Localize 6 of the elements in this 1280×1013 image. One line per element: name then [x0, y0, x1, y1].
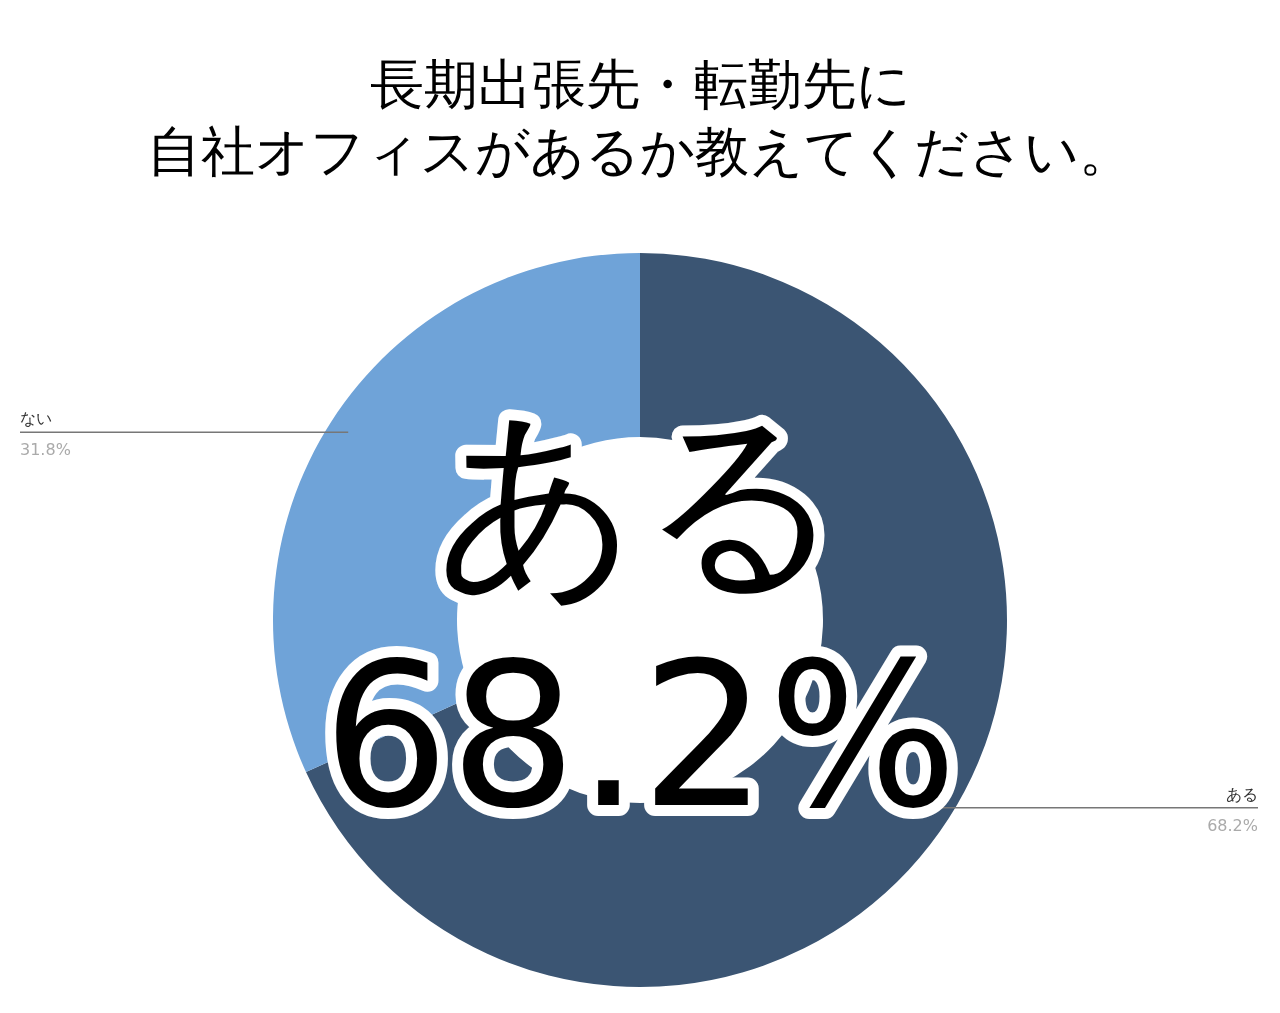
chart-title: 長期出張先・転勤先に: [369, 53, 911, 116]
data-label: 68.2%: [1207, 815, 1258, 835]
chart-subtitle: 自社オフィスがあるか教えてください。: [147, 120, 1133, 183]
slice-label: ある: [1226, 784, 1258, 804]
data-label: 31.8%: [20, 440, 71, 460]
slice-label: ない: [20, 409, 52, 429]
